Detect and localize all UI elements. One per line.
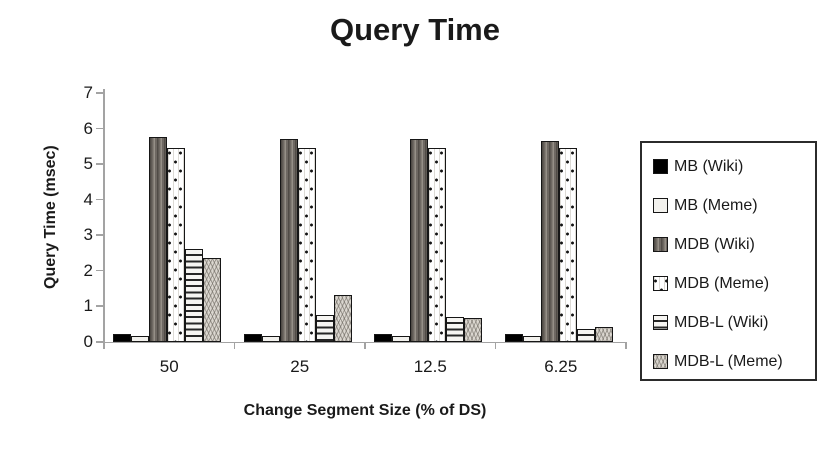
category-tick-mark xyxy=(494,341,496,349)
bar-mb-meme--12.5 xyxy=(392,336,410,342)
plot-area xyxy=(104,93,626,342)
bar-mb-wiki--25 xyxy=(243,334,262,342)
bar-mdb-l-wiki--12.5 xyxy=(446,316,464,342)
legend-label: MDB (Wiki) xyxy=(674,235,755,253)
legend-swatch-hstripe xyxy=(653,315,668,330)
y-tick-label: 0 xyxy=(83,331,93,351)
x-tick-label: 50 xyxy=(159,357,179,376)
bar-mb-wiki--6.25 xyxy=(504,334,523,342)
y-tick-label: 7 xyxy=(83,83,93,102)
y-tick-mark xyxy=(96,198,103,201)
legend-swatch-dots-white xyxy=(653,276,668,291)
bar-mdb-meme--6.25 xyxy=(558,148,577,342)
legend-swatch-solid-black xyxy=(653,159,668,174)
bar-mdb-l-meme--50 xyxy=(203,258,221,342)
legend-item: MDB (Meme) xyxy=(642,264,815,303)
x-axis-title: Change Segment Size (% of DS) xyxy=(243,402,487,419)
bar-mb-meme--6.25 xyxy=(522,336,541,342)
y-tick-label: 1 xyxy=(83,296,93,315)
legend-item: MB (Wiki) xyxy=(642,147,815,186)
bar-mdb-l-wiki--50 xyxy=(185,249,203,342)
y-tick-mark xyxy=(96,234,103,236)
x-tick-label: 12.5 xyxy=(413,357,447,376)
bar-mdb-wiki--50 xyxy=(149,137,167,342)
category-tick-mark xyxy=(364,341,366,349)
category-tick-mark xyxy=(625,341,627,349)
y-tick-mark xyxy=(96,269,103,272)
legend-label: MDB (Meme) xyxy=(674,274,770,292)
y-tick-mark xyxy=(96,127,103,130)
bar-mb-wiki--12.5 xyxy=(374,334,392,342)
y-tick-mark xyxy=(96,305,103,307)
y-tick-mark xyxy=(96,92,103,94)
y-axis-title: Query Time (msec) xyxy=(42,145,59,290)
legend-item: MB (Meme) xyxy=(642,186,815,225)
legend-label: MDB-L (Meme) xyxy=(674,352,783,370)
bar-mb-meme--25 xyxy=(261,336,280,342)
x-tick-label: 6.25 xyxy=(544,357,578,376)
category-tick-mark xyxy=(103,341,105,349)
bar-mdb-l-meme--25 xyxy=(333,295,352,342)
bar-mdb-wiki--6.25 xyxy=(540,140,559,342)
bar-mdb-l-meme--12.5 xyxy=(464,318,482,342)
y-tick-label: 4 xyxy=(83,189,93,209)
bar-mb-meme--50 xyxy=(131,336,149,342)
y-axis-line xyxy=(103,89,105,348)
category-tick-mark xyxy=(233,341,235,349)
y-tick-mark xyxy=(96,163,103,165)
bar-mdb-l-meme--6.25 xyxy=(594,327,613,342)
legend-swatch-vstripe-dark xyxy=(653,237,668,252)
legend-item: MDB-L (Wiki) xyxy=(642,303,815,342)
y-tick-label: 6 xyxy=(83,118,93,138)
legend-item: MDB (Wiki) xyxy=(642,225,815,264)
bar-mdb-wiki--25 xyxy=(279,139,298,342)
bar-mdb-l-wiki--25 xyxy=(315,314,334,342)
bar-mb-wiki--50 xyxy=(113,334,131,342)
bar-mdb-meme--50 xyxy=(167,148,185,342)
legend-label: MB (Wiki) xyxy=(674,157,744,175)
legend-item: MDB-L (Meme) xyxy=(642,342,815,381)
chart-title: Query Time xyxy=(329,12,500,47)
x-tick-label: 25 xyxy=(290,357,310,376)
y-tick-mark xyxy=(96,340,103,343)
y-tick-label: 3 xyxy=(83,225,93,244)
bar-mdb-meme--12.5 xyxy=(428,148,446,342)
legend-label: MDB-L (Wiki) xyxy=(674,313,769,331)
legend-swatch-plain-white xyxy=(653,198,668,213)
bar-mdb-l-wiki--6.25 xyxy=(576,329,595,342)
legend-label: MB (Meme) xyxy=(674,196,758,214)
bar-mdb-meme--25 xyxy=(297,148,316,342)
y-tick-label: 5 xyxy=(83,154,93,173)
legend-swatch-wavy-gray xyxy=(653,354,668,369)
y-tick-label: 2 xyxy=(83,260,93,280)
x-axis-line xyxy=(96,341,627,343)
legend-box: MB (Wiki) MB (Meme) MDB (Wiki) MDB (Meme) MD… xyxy=(640,141,817,381)
bar-mdb-wiki--12.5 xyxy=(410,139,428,342)
